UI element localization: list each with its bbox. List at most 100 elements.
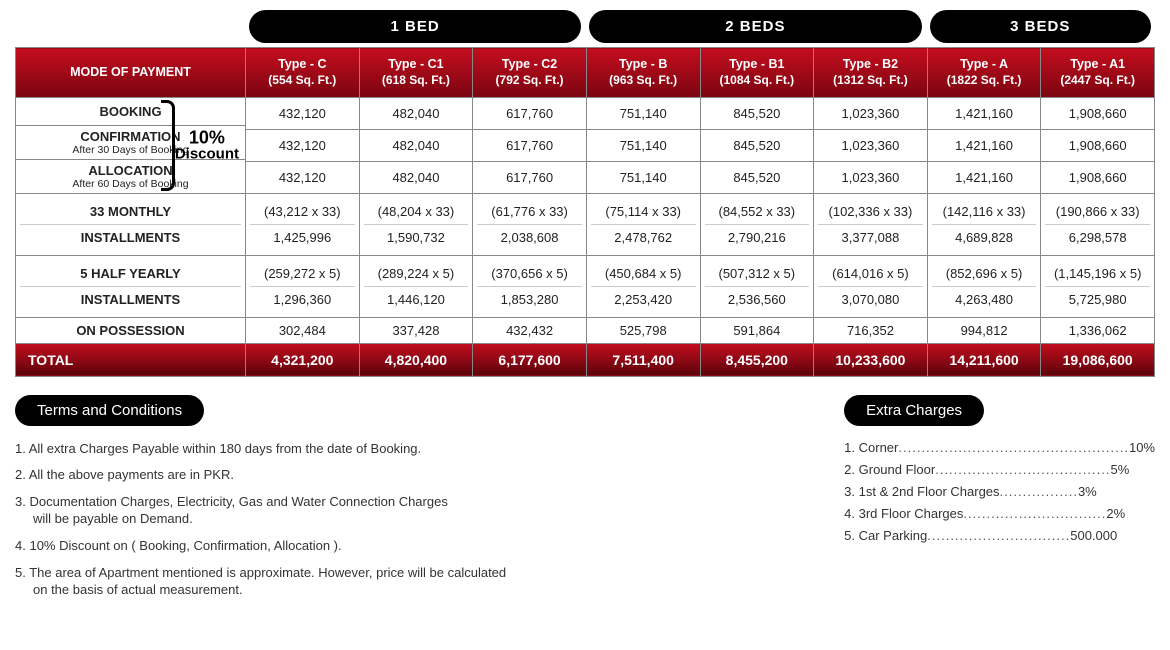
row-halfyearly: 5 HALF YEARLY INSTALLMENTS (259,272 x 5)… xyxy=(16,255,1155,317)
extras-title: Extra Charges xyxy=(844,395,984,426)
halfyearly-label-2: INSTALLMENTS xyxy=(20,286,241,312)
extra-item: 4. 3rd Floor Charges....................… xyxy=(844,506,1155,521)
cell: 2,038,608 xyxy=(477,224,582,250)
cell: 4,689,828 xyxy=(932,224,1037,250)
category-row: 1 BED 2 BEDS 3 BEDS xyxy=(15,10,1155,43)
cell: 302,484 xyxy=(246,317,360,343)
cell: 432,120 xyxy=(246,129,360,161)
possession-label: ON POSSESSION xyxy=(16,317,246,343)
cell: 845,520 xyxy=(700,97,814,129)
cell: 994,812 xyxy=(927,317,1041,343)
cell: (190,866 x 33) xyxy=(1045,199,1150,224)
cell: 1,023,360 xyxy=(814,129,928,161)
cell: 2,790,216 xyxy=(705,224,810,250)
cell: 1,908,660 xyxy=(1041,129,1155,161)
cell: 1,908,660 xyxy=(1041,161,1155,193)
category-2beds: 2 BEDS xyxy=(589,10,921,43)
payment-plan-document: 1 BED 2 BEDS 3 BEDS MODE OF PAYMENT Type… xyxy=(15,10,1155,608)
cell: 751,140 xyxy=(586,129,700,161)
terms-list: 1. All extra Charges Payable within 180 … xyxy=(15,440,544,599)
row-monthly: 33 MONTHLY INSTALLMENTS (43,212 x 33)1,4… xyxy=(16,193,1155,255)
type-header: Type - C2(792 Sq. Ft.) xyxy=(473,48,587,98)
row-total: TOTAL 4,321,200 4,820,400 6,177,600 7,51… xyxy=(16,343,1155,376)
type-header: Type - B2(1312 Sq. Ft.) xyxy=(814,48,928,98)
cell: 751,140 xyxy=(586,161,700,193)
cell: 19,086,600 xyxy=(1041,343,1155,376)
cell: 2,253,420 xyxy=(591,286,696,312)
cell: 6,177,600 xyxy=(473,343,587,376)
term-item: 4. 10% Discount on ( Booking, Confirmati… xyxy=(15,537,544,555)
cell: 1,336,062 xyxy=(1041,317,1155,343)
monthly-label-2: INSTALLMENTS xyxy=(20,224,241,250)
terms-title: Terms and Conditions xyxy=(15,395,204,426)
cell: (1,145,196 x 5) xyxy=(1045,261,1150,286)
category-spacer xyxy=(15,10,245,43)
cell: 525,798 xyxy=(586,317,700,343)
cell: (289,224 x 5) xyxy=(364,261,469,286)
cell: (43,212 x 33) xyxy=(250,199,355,224)
cell: (75,114 x 33) xyxy=(591,199,696,224)
type-header: Type - A1(2447 Sq. Ft.) xyxy=(1041,48,1155,98)
cell: 4,820,400 xyxy=(359,343,473,376)
cell: 6,298,578 xyxy=(1045,224,1150,250)
cell: (48,204 x 33) xyxy=(364,199,469,224)
booking-label: BOOKING xyxy=(99,104,161,119)
cell: 1,425,996 xyxy=(250,224,355,250)
type-header: Type - B1(1084 Sq. Ft.) xyxy=(700,48,814,98)
extra-item: 5. Car Parking..........................… xyxy=(844,528,1155,543)
cell: 751,140 xyxy=(586,97,700,129)
cell: 1,908,660 xyxy=(1041,97,1155,129)
cell: 716,352 xyxy=(814,317,928,343)
cell: 337,428 xyxy=(359,317,473,343)
term-item: 5. The area of Apartment mentioned is ap… xyxy=(15,564,544,599)
extra-item: 2. Ground Floor.........................… xyxy=(844,462,1155,477)
cell: 432,432 xyxy=(473,317,587,343)
cell: 482,040 xyxy=(359,129,473,161)
discount-badge: 10%Discount xyxy=(175,129,239,162)
cell: 1,853,280 xyxy=(477,286,582,312)
category-3beds: 3 BEDS xyxy=(930,10,1152,43)
cell: 1,590,732 xyxy=(364,224,469,250)
mode-header: MODE OF PAYMENT xyxy=(16,48,246,98)
extras-list: 1. Corner...............................… xyxy=(844,440,1155,543)
cell: (102,336 x 33) xyxy=(818,199,923,224)
cell: (142,116 x 33) xyxy=(932,199,1037,224)
cell: (450,684 x 5) xyxy=(591,261,696,286)
cell: (259,272 x 5) xyxy=(250,261,355,286)
cell: 845,520 xyxy=(700,161,814,193)
type-header: Type - C1(618 Sq. Ft.) xyxy=(359,48,473,98)
total-label: TOTAL xyxy=(16,343,246,376)
cell: (61,776 x 33) xyxy=(477,199,582,224)
category-1bed: 1 BED xyxy=(249,10,581,43)
bottom-section: Terms and Conditions 1. All extra Charge… xyxy=(15,395,1155,608)
cell: 1,421,160 xyxy=(927,161,1041,193)
terms-section: Terms and Conditions 1. All extra Charge… xyxy=(15,395,544,608)
bracket-icon xyxy=(161,100,175,191)
cell: 1,421,160 xyxy=(927,129,1041,161)
term-item: 3. Documentation Charges, Electricity, G… xyxy=(15,493,544,528)
cell: 482,040 xyxy=(359,97,473,129)
cell: 1,446,120 xyxy=(364,286,469,312)
cell: (852,696 x 5) xyxy=(932,261,1037,286)
cell: 4,263,480 xyxy=(932,286,1037,312)
allocation-label: ALLOCATION xyxy=(88,163,172,178)
table-header-row: MODE OF PAYMENT Type - C(554 Sq. Ft.) Ty… xyxy=(16,48,1155,98)
row-possession: ON POSSESSION 302,484 337,428 432,432 52… xyxy=(16,317,1155,343)
cell: 4,321,200 xyxy=(246,343,360,376)
cell: (84,552 x 33) xyxy=(705,199,810,224)
cell: (614,016 x 5) xyxy=(818,261,923,286)
cell: 1,023,360 xyxy=(814,161,928,193)
cell: (507,312 x 5) xyxy=(705,261,810,286)
monthly-label-1: 33 MONTHLY xyxy=(20,199,241,224)
type-header: Type - A(1822 Sq. Ft.) xyxy=(927,48,1041,98)
cell: 1,421,160 xyxy=(927,97,1041,129)
cell: 10,233,600 xyxy=(814,343,928,376)
type-header: Type - B(963 Sq. Ft.) xyxy=(586,48,700,98)
cell: (370,656 x 5) xyxy=(477,261,582,286)
cell: 8,455,200 xyxy=(700,343,814,376)
extra-item: 1. Corner...............................… xyxy=(844,440,1155,455)
cell: 845,520 xyxy=(700,129,814,161)
term-item: 2. All the above payments are in PKR. xyxy=(15,466,544,484)
payment-table: MODE OF PAYMENT Type - C(554 Sq. Ft.) Ty… xyxy=(15,47,1155,377)
term-item: 1. All extra Charges Payable within 180 … xyxy=(15,440,544,458)
